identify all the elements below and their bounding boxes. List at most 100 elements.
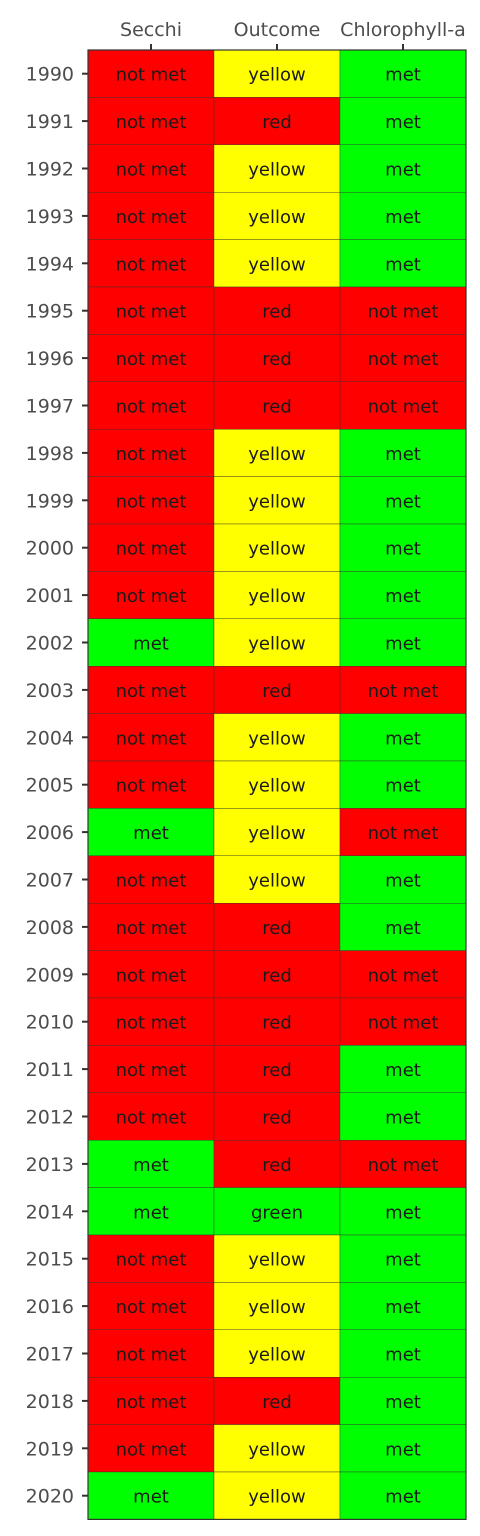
cell-value-label: met bbox=[385, 1060, 421, 1081]
cell-value-label: red bbox=[262, 965, 292, 986]
cell-value-label: met bbox=[385, 491, 421, 512]
heatmap-cell bbox=[213, 429, 341, 477]
heatmap-cell bbox=[87, 1092, 215, 1141]
cell-value-label: not met bbox=[368, 349, 439, 370]
cell-value-label: not met bbox=[368, 965, 439, 986]
heatmap-cell bbox=[213, 903, 341, 951]
heatmap-cell bbox=[87, 760, 215, 809]
cell-value-label: met bbox=[133, 1487, 169, 1508]
row-label: 2019 bbox=[26, 1438, 74, 1460]
plot-frame bbox=[87, 49, 467, 1521]
cell-value-label: yellow bbox=[248, 1345, 305, 1366]
cell-value-label: met bbox=[385, 1108, 421, 1129]
row-label: 1994 bbox=[26, 253, 74, 275]
cell-value-label: not met bbox=[368, 823, 439, 844]
heatmap-cell bbox=[87, 49, 215, 98]
heatmap-cell bbox=[87, 1045, 215, 1094]
cell-value-label: not met bbox=[116, 776, 187, 797]
cell-value-label: yellow bbox=[248, 160, 305, 181]
cell-value-label: yellow bbox=[248, 728, 305, 749]
heatmap-cell bbox=[339, 1424, 467, 1473]
heatmap-cell bbox=[339, 571, 467, 620]
cell-value-label: red bbox=[262, 302, 292, 323]
heatmap-cell bbox=[87, 571, 215, 620]
cell-value-label: red bbox=[262, 1060, 292, 1081]
heatmap-cell bbox=[87, 429, 215, 477]
heatmap-cell bbox=[213, 286, 341, 335]
row-label: 2005 bbox=[26, 775, 74, 797]
heatmap-cell bbox=[339, 97, 467, 146]
heatmap-cells bbox=[87, 49, 467, 1520]
cell-value-label: not met bbox=[368, 1155, 439, 1176]
row-label: 2002 bbox=[26, 633, 74, 655]
cell-value-label: not met bbox=[116, 1297, 187, 1318]
heatmap-cell bbox=[339, 1187, 467, 1236]
cell-value-label: yellow bbox=[248, 776, 305, 797]
cell-value-label: met bbox=[385, 444, 421, 465]
row-label: 1995 bbox=[26, 301, 74, 323]
heatmap-cell bbox=[213, 618, 341, 667]
column-labels: Secchi Outcome Chlorophyll-a bbox=[120, 19, 466, 50]
row-label: 2015 bbox=[26, 1249, 74, 1271]
cell-value-label: not met bbox=[116, 539, 187, 560]
heatmap-cell bbox=[213, 1187, 341, 1236]
heatmap-cell bbox=[213, 97, 341, 146]
cell-value-label: not met bbox=[116, 349, 187, 370]
row-label: 2007 bbox=[26, 870, 74, 892]
cell-value-label: not met bbox=[116, 1108, 187, 1129]
heatmap-cell bbox=[339, 239, 467, 288]
cell-value-label: not met bbox=[116, 965, 187, 986]
heatmap-cell bbox=[87, 997, 215, 1046]
cell-value-label: not met bbox=[116, 1439, 187, 1460]
heatmap-cell bbox=[213, 760, 341, 809]
cell-value-label: not met bbox=[116, 254, 187, 275]
row-label: 2008 bbox=[26, 917, 74, 939]
row-label: 1990 bbox=[26, 64, 74, 86]
cell-value-label: yellow bbox=[248, 586, 305, 607]
heatmap-cell bbox=[339, 1234, 467, 1283]
heatmap-cell bbox=[87, 381, 215, 430]
heatmap-cell bbox=[213, 1424, 341, 1473]
cell-value-label: not met bbox=[116, 65, 187, 86]
cell-value-label: met bbox=[385, 1202, 421, 1223]
cell-value-label: met bbox=[385, 1487, 421, 1508]
row-label: 1992 bbox=[26, 159, 74, 181]
heatmap-cell bbox=[213, 1139, 341, 1188]
heatmap-cell bbox=[339, 760, 467, 809]
cell-value-label: not met bbox=[116, 491, 187, 512]
row-label: 2000 bbox=[26, 538, 74, 560]
cell-value-label: not met bbox=[368, 681, 439, 702]
heatmap-cell bbox=[339, 713, 467, 762]
heatmap-cell bbox=[213, 997, 341, 1046]
heatmap-cell bbox=[339, 1329, 467, 1378]
heatmap-cell bbox=[87, 1187, 215, 1236]
cell-value-label: not met bbox=[116, 112, 187, 133]
row-label: 2006 bbox=[26, 822, 74, 844]
heatmap-cell bbox=[87, 1139, 215, 1188]
heatmap-cell bbox=[87, 239, 215, 288]
cell-value-label: met bbox=[385, 539, 421, 560]
heatmap-cell bbox=[213, 381, 341, 430]
heatmap-cell bbox=[213, 1282, 341, 1331]
cell-value-label: met bbox=[385, 254, 421, 275]
cell-value-label: not met bbox=[116, 1013, 187, 1034]
heatmap-cell bbox=[213, 855, 341, 904]
heatmap-cell bbox=[339, 903, 467, 951]
row-label: 2011 bbox=[26, 1059, 74, 1081]
cell-value-label: not met bbox=[116, 681, 187, 702]
cell-value-label: red bbox=[262, 112, 292, 133]
cell-value-label: met bbox=[385, 207, 421, 228]
heatmap-cell bbox=[339, 1092, 467, 1141]
row-label: 1993 bbox=[26, 206, 74, 228]
heatmap-cell bbox=[339, 1282, 467, 1331]
heatmap-cell bbox=[87, 666, 215, 714]
row-label: 2017 bbox=[26, 1344, 74, 1366]
cell-value-label: yellow bbox=[248, 254, 305, 275]
cell-value-label: yellow bbox=[248, 1297, 305, 1318]
heatmap-cell bbox=[339, 1045, 467, 1094]
cell-value-label: yellow bbox=[248, 65, 305, 86]
row-label: 2004 bbox=[26, 727, 74, 749]
cell-value-label: met bbox=[385, 160, 421, 181]
heatmap-cell bbox=[339, 1139, 467, 1188]
